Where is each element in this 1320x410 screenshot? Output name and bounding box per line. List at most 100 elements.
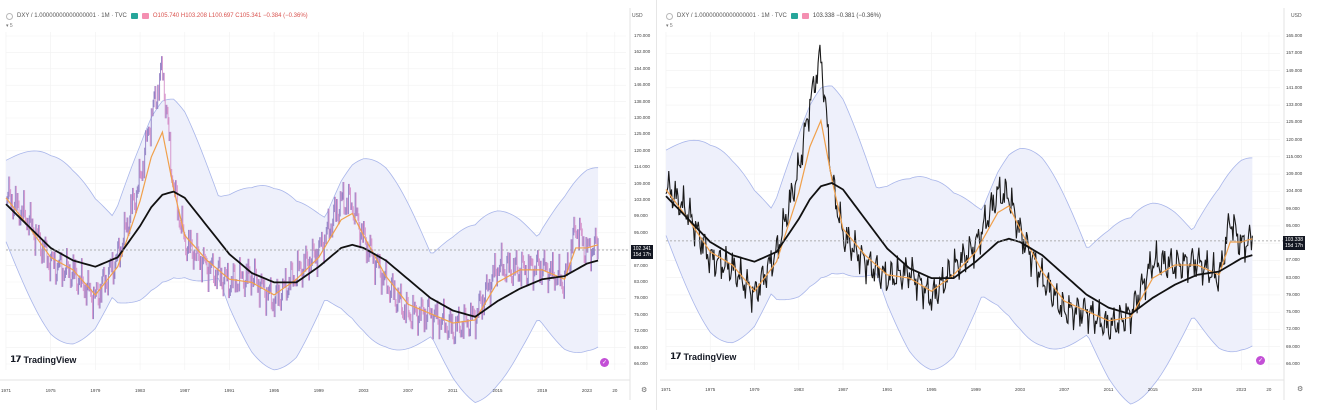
price-axis-tick: 75.000 (1286, 309, 1300, 315)
tradingview-logo[interactable]: 𝟭𝟳 TradingView (10, 354, 76, 365)
ohlc-values: O105.740 H103.208 L100.697 C105.341 −0.3… (152, 13, 308, 19)
price-axis-tick: 72.000 (634, 328, 648, 334)
price-axis-tick: 125.000 (634, 131, 651, 137)
price-axis-tick: 120.000 (1286, 136, 1303, 142)
snapshot-icon[interactable]: ✓ (600, 358, 609, 367)
price-axis-tick: 133.000 (1286, 102, 1303, 108)
price-axis-tick: 109.000 (1286, 171, 1303, 177)
price-axis-tick: 87.000 (1286, 257, 1300, 263)
chart-panel-left[interactable]: DXY / 1.00000000000000001 · 1M · TVC O10… (0, 0, 655, 410)
settings-gear-icon[interactable]: ⚙ (1297, 386, 1304, 393)
last-price-tag: 102.341 15d 17h (631, 245, 654, 259)
time-axis-tick: 2007 (403, 388, 414, 393)
slow-moving-average-line (5, 190, 599, 318)
tradingview-logo-text: TradingView (683, 351, 737, 362)
snapshot-icon[interactable]: ✓ (1256, 356, 1265, 365)
time-axis-tick: 2023 (1236, 387, 1247, 392)
price-axis-tick: 120.000 (634, 147, 651, 153)
price-axis-tick: 72.000 (1286, 326, 1300, 332)
market-status-icon (790, 13, 798, 19)
symbol-header: DXY / 1.00000000000000001 · 1M · TVC O10… (6, 10, 308, 22)
time-axis-tick: 1991 (224, 388, 235, 393)
time-axis-tick: 1995 (269, 388, 280, 393)
time-axis-tick: 2007 (1059, 387, 1070, 392)
time-axis-tick: 2011 (1103, 387, 1114, 392)
price-axis-tick: 109.000 (634, 180, 651, 186)
envelope-band-upper (665, 85, 1253, 248)
symbol-icon (6, 12, 13, 20)
indicator-toggle[interactable]: ▾ 5 (666, 23, 673, 29)
chart-plot-left[interactable] (0, 0, 655, 410)
time-axis-tick: 20 (1266, 387, 1272, 392)
bar-countdown: 15d 17h (633, 252, 652, 258)
envelope-band-upper (5, 98, 599, 254)
price-axis-tick: 170.000 (634, 33, 651, 38)
currency-label[interactable]: USD (1291, 13, 1302, 19)
price-axis-tick: 125.000 (1286, 119, 1303, 125)
price-axis-tick: 146.000 (634, 82, 651, 88)
currency-label[interactable]: USD (632, 13, 643, 19)
time-axis-tick: 2019 (537, 388, 548, 393)
bar-countdown: 15d 17h (1285, 242, 1304, 249)
time-axis-tick: 1999 (313, 388, 324, 393)
time-axis-tick: 1975 (705, 387, 716, 392)
tradingview-logo-text: TradingView (23, 354, 77, 365)
price-axis-tick: 95.000 (1286, 222, 1300, 228)
chart-plot-right[interactable] (660, 0, 1320, 410)
time-axis-tick: 1983 (135, 388, 146, 393)
price-axis-tick: 141.000 (1286, 84, 1303, 90)
envelope-band-fill (6, 99, 599, 403)
symbol-icon (666, 12, 673, 20)
price-axis-tick: 83.000 (1286, 274, 1300, 280)
symbol-header: DXY / 1.00000000000000001 · 1M · TVC 103… (666, 10, 881, 22)
price-axis-tick: 154.000 (634, 65, 651, 71)
price-axis-tick: 99.000 (1286, 205, 1300, 211)
price-axis-tick: 66.000 (1286, 361, 1300, 366)
time-axis-tick: 2015 (1147, 387, 1158, 392)
symbol-title[interactable]: DXY / 1.00000000000000001 · 1M · TVC (17, 13, 127, 19)
tradingview-logo-icon: 𝟭𝟳 (670, 351, 681, 361)
price-axis-tick: 87.000 (634, 262, 648, 268)
chart-panel-right[interactable]: DXY / 1.00000000000000001 · 1M · TVC 103… (660, 0, 1320, 410)
price-axis-tick: 69.000 (1286, 343, 1300, 349)
price-axis-tick: 79.000 (634, 295, 648, 301)
time-axis-tick: 1987 (179, 388, 190, 393)
time-axis-tick: 1987 (837, 387, 849, 392)
fast-moving-average-line (665, 118, 1253, 322)
price-axis-tick: 130.000 (634, 115, 651, 120)
price-axis-tick: 149.000 (1286, 67, 1303, 73)
settings-gear-icon[interactable]: ⚙ (641, 387, 648, 394)
time-axis-tick: 20 (612, 388, 618, 393)
time-axis-tick: 1999 (970, 387, 981, 392)
price-axis-tick: 114.000 (634, 164, 650, 170)
panel-divider (656, 0, 657, 410)
time-axis-tick: 2011 (448, 388, 458, 393)
last-price-tag: 103.338 15d 17h (1283, 235, 1306, 250)
time-axis-tick: 1975 (45, 388, 56, 393)
price-axis-tick: 162.000 (634, 49, 651, 55)
price-axis-tick: 83.000 (634, 279, 648, 284)
envelope-band-lower (665, 235, 1253, 405)
price-axis-tick: 69.000 (634, 344, 648, 350)
price-axis-tick: 75.000 (634, 311, 648, 317)
price-axis-tick: 95.000 (634, 229, 648, 235)
price-line (665, 44, 1253, 340)
envelope-band-lower (5, 241, 599, 403)
indicator-toggle[interactable]: ▾ 5 (6, 23, 13, 29)
price-axis-tick: 115.000 (1286, 153, 1302, 159)
price-values: 103.338 −0.381 (−0.36%) (812, 13, 881, 19)
alert-icon (801, 13, 809, 19)
time-axis-tick: 2003 (358, 388, 369, 393)
tradingview-logo[interactable]: 𝟭𝟳 TradingView (670, 351, 736, 362)
fast-moving-average-line (5, 130, 599, 324)
time-axis-tick: 1979 (90, 388, 101, 393)
slow-moving-average-line (665, 181, 1253, 316)
time-axis-tick: 2023 (581, 388, 592, 393)
time-axis-tick: 1971 (0, 388, 12, 393)
symbol-title[interactable]: DXY / 1.00000000000000001 · 1M · TVC (677, 13, 787, 19)
last-price: 103.338 (1285, 236, 1304, 243)
time-axis-tick: 2015 (492, 388, 503, 393)
price-axis-tick: 157.000 (1286, 50, 1303, 56)
price-axis-tick: 66.000 (634, 361, 648, 366)
time-axis-tick: 2003 (1015, 387, 1026, 392)
